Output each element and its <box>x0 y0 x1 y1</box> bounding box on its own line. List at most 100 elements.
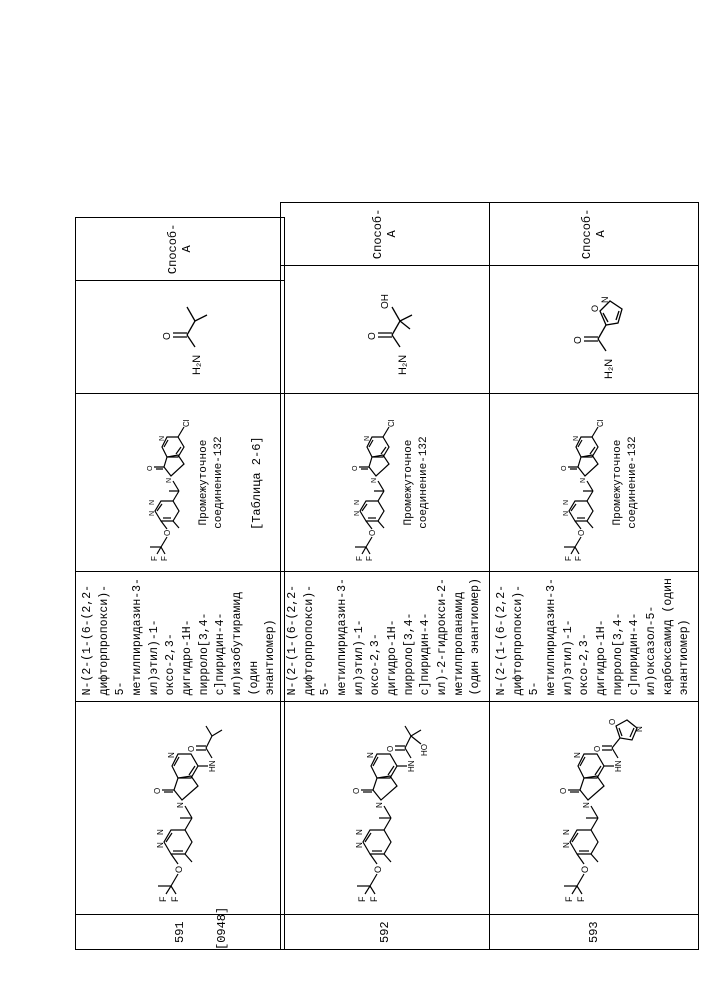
svg-text:HN: HN <box>614 761 623 773</box>
svg-text:N: N <box>562 842 571 848</box>
svg-text:N: N <box>563 511 570 516</box>
compound-name-line: 5-метилпиридазин-3-ил)этил)-1- <box>318 578 368 695</box>
svg-text:F: F <box>170 896 180 902</box>
compound-name-line: c]пиридин-4-ил)изобутирамид (один <box>213 578 263 695</box>
table-top-wrapper: 591 F F O <box>75 217 285 950</box>
molecule-intermediate-132: F F O N N <box>338 400 398 565</box>
svg-text:Cl: Cl <box>387 419 396 427</box>
method-label: Способ-A <box>166 224 194 274</box>
svg-text:N: N <box>364 436 371 441</box>
svg-text:F: F <box>564 556 573 561</box>
compound-name-line: N-(2-(1-(6-(2,2-дифторпропокси)- <box>494 578 527 695</box>
svg-text:N: N <box>166 478 173 483</box>
svg-text:O: O <box>147 465 154 471</box>
compound-name-cell: N-(2-(1-(6-(2,2-дифторпропокси)- 5-метил… <box>76 572 285 702</box>
svg-text:O: O <box>593 746 602 752</box>
table-row: 592 F F O N N <box>281 202 490 949</box>
svg-text:N: N <box>635 726 644 732</box>
svg-text:OH: OH <box>380 294 391 309</box>
svg-text:O: O <box>559 788 568 794</box>
svg-text:H₂N: H₂N <box>397 354 409 374</box>
svg-text:N: N <box>159 436 166 441</box>
compound-name-line: 5-метилпиридазин-3-ил)этил)-1- <box>113 578 163 695</box>
compound-name-cell: N-(2-(1-(6-(2,2-дифторпропокси)- 5-метил… <box>281 572 490 702</box>
svg-text:N: N <box>371 478 378 483</box>
intermediate-structure-cell: F F O N N <box>281 394 490 572</box>
molecule-rgroup-oxazole: H₂N O N O <box>554 272 634 387</box>
compound-name-line: энантиомер) <box>263 578 280 695</box>
product-structure-cell: F F O N N <box>76 702 285 915</box>
svg-text:O: O <box>373 866 383 873</box>
svg-text:O: O <box>367 332 378 340</box>
compound-table-2: 592 F F O N N <box>280 202 699 950</box>
svg-text:H₂N: H₂N <box>191 355 203 375</box>
svg-text:O: O <box>590 305 600 312</box>
intermediate-label: Промежуточное соединение-132 <box>402 400 433 565</box>
svg-text:N: N <box>167 752 176 758</box>
svg-text:O: O <box>561 465 568 471</box>
svg-text:O: O <box>187 746 196 752</box>
molecule-rgroup-hydroxy: H₂N O OH <box>348 275 423 385</box>
compound-name-line: оксо-2,3-дигидро-1H-пирроло[3,4- <box>577 578 627 695</box>
compound-table-1: 591 F F O <box>75 217 285 950</box>
svg-text:N: N <box>600 297 610 304</box>
svg-text:O: O <box>580 866 590 873</box>
method-cell: Способ-A <box>76 217 285 280</box>
intermediate-label: Промежуточное соединение-132 <box>197 400 228 565</box>
compound-id-cell: 592 <box>281 915 490 950</box>
svg-text:F: F <box>365 556 374 561</box>
compound-name-line: c]пиридин-4-ил)оксазол-5- <box>627 578 660 695</box>
compound-id: 591 <box>173 921 187 943</box>
intermediate-label: Промежуточное соединение-132 <box>611 400 642 565</box>
compound-name-line: N-(2-(1-(6-(2,2-дифторпропокси)- <box>285 578 318 695</box>
svg-text:N: N <box>366 752 375 758</box>
svg-text:N: N <box>156 842 165 848</box>
svg-text:F: F <box>150 556 159 561</box>
svg-text:N: N <box>573 752 582 758</box>
paragraph-number: [0948] <box>215 907 229 950</box>
svg-text:N: N <box>149 500 156 505</box>
svg-text:O: O <box>608 719 617 725</box>
molecule-intermediate-132: F F O N N <box>133 400 193 565</box>
table-row: 593 F F O N N <box>490 202 699 949</box>
rgroup-structure-cell: H₂N O N O <box>490 266 699 394</box>
svg-text:Cl: Cl <box>182 419 191 427</box>
svg-text:O: O <box>352 788 361 794</box>
svg-text:F: F <box>574 556 583 561</box>
molecule-product-593: F F O N N <box>542 708 647 908</box>
product-structure-cell: F F O N N <box>490 702 699 915</box>
table-caption: [Таблица 2-6] <box>250 436 264 530</box>
compound-name-line: метилпропанамид (один энантиомер) <box>452 578 485 695</box>
svg-text:N: N <box>582 802 591 808</box>
svg-text:N: N <box>176 802 185 808</box>
svg-text:N: N <box>355 842 364 848</box>
compound-name-line: N-(2-(1-(6-(2,2-дифторпропокси)- <box>80 578 113 695</box>
compound-name-line: оксо-2,3-дигидро-1H-пирроло[3,4- <box>163 578 213 695</box>
rgroup-structure-cell: H₂N O OH <box>281 266 490 394</box>
page-root: 591 F F O <box>0 0 707 1000</box>
method-cell: Способ-A <box>281 202 490 265</box>
molecule-intermediate-132: F F O N N <box>547 400 607 565</box>
molecule-product-591: F F O N N <box>136 708 224 908</box>
svg-text:O: O <box>163 530 172 536</box>
product-structure-cell: F F O N N <box>281 702 490 915</box>
svg-text:HN: HN <box>407 761 416 773</box>
compound-id: 592 <box>378 921 392 943</box>
svg-text:N: N <box>354 511 361 516</box>
method-label: Способ-A <box>371 209 399 259</box>
compound-name-line: c]пиридин-4-ил)-2-гидрокси-2- <box>418 578 451 695</box>
compound-name-line: карбоксамид (один энантиомер) <box>661 578 694 695</box>
rgroup-structure-cell: H₂N O <box>76 281 285 394</box>
svg-text:N: N <box>149 511 156 516</box>
svg-text:F: F <box>369 896 379 902</box>
svg-text:N: N <box>156 829 165 835</box>
svg-text:F: F <box>160 556 169 561</box>
compound-name-line: оксо-2,3-дигидро-1H-пирроло[3,4- <box>368 578 418 695</box>
svg-text:O: O <box>153 788 162 794</box>
svg-text:N: N <box>375 802 384 808</box>
svg-text:HN: HN <box>208 761 217 773</box>
svg-text:N: N <box>562 829 571 835</box>
svg-text:N: N <box>354 500 361 505</box>
table-row: 591 F F O <box>76 217 285 949</box>
compound-id-cell: 593 <box>490 915 699 950</box>
